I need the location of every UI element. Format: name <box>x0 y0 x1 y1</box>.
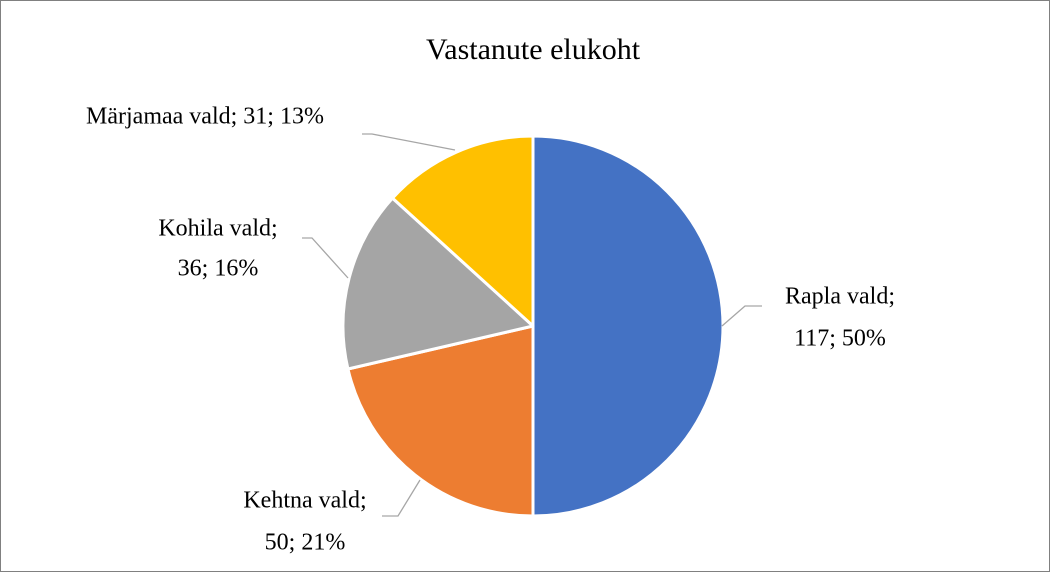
pie-slice <box>341 196 535 371</box>
data-label: 50; 21% <box>265 530 346 556</box>
leader-line <box>302 237 349 279</box>
data-label: Rapla vald; <box>785 284 895 310</box>
leader-line <box>382 479 421 517</box>
pie-slice <box>346 324 535 518</box>
data-label: 36; 16% <box>178 256 259 282</box>
pie-slice <box>531 134 725 518</box>
leader-line <box>721 305 762 327</box>
pie-slice <box>390 134 535 328</box>
leader-line <box>362 133 456 151</box>
data-label: 117; 50% <box>794 326 886 352</box>
chart-title: Vastanute elukoht <box>426 33 641 66</box>
data-label: Kehtna vald; <box>243 488 366 514</box>
data-label: Kohila vald; <box>158 216 277 242</box>
data-label: Märjamaa vald; 31; 13% <box>86 104 324 130</box>
